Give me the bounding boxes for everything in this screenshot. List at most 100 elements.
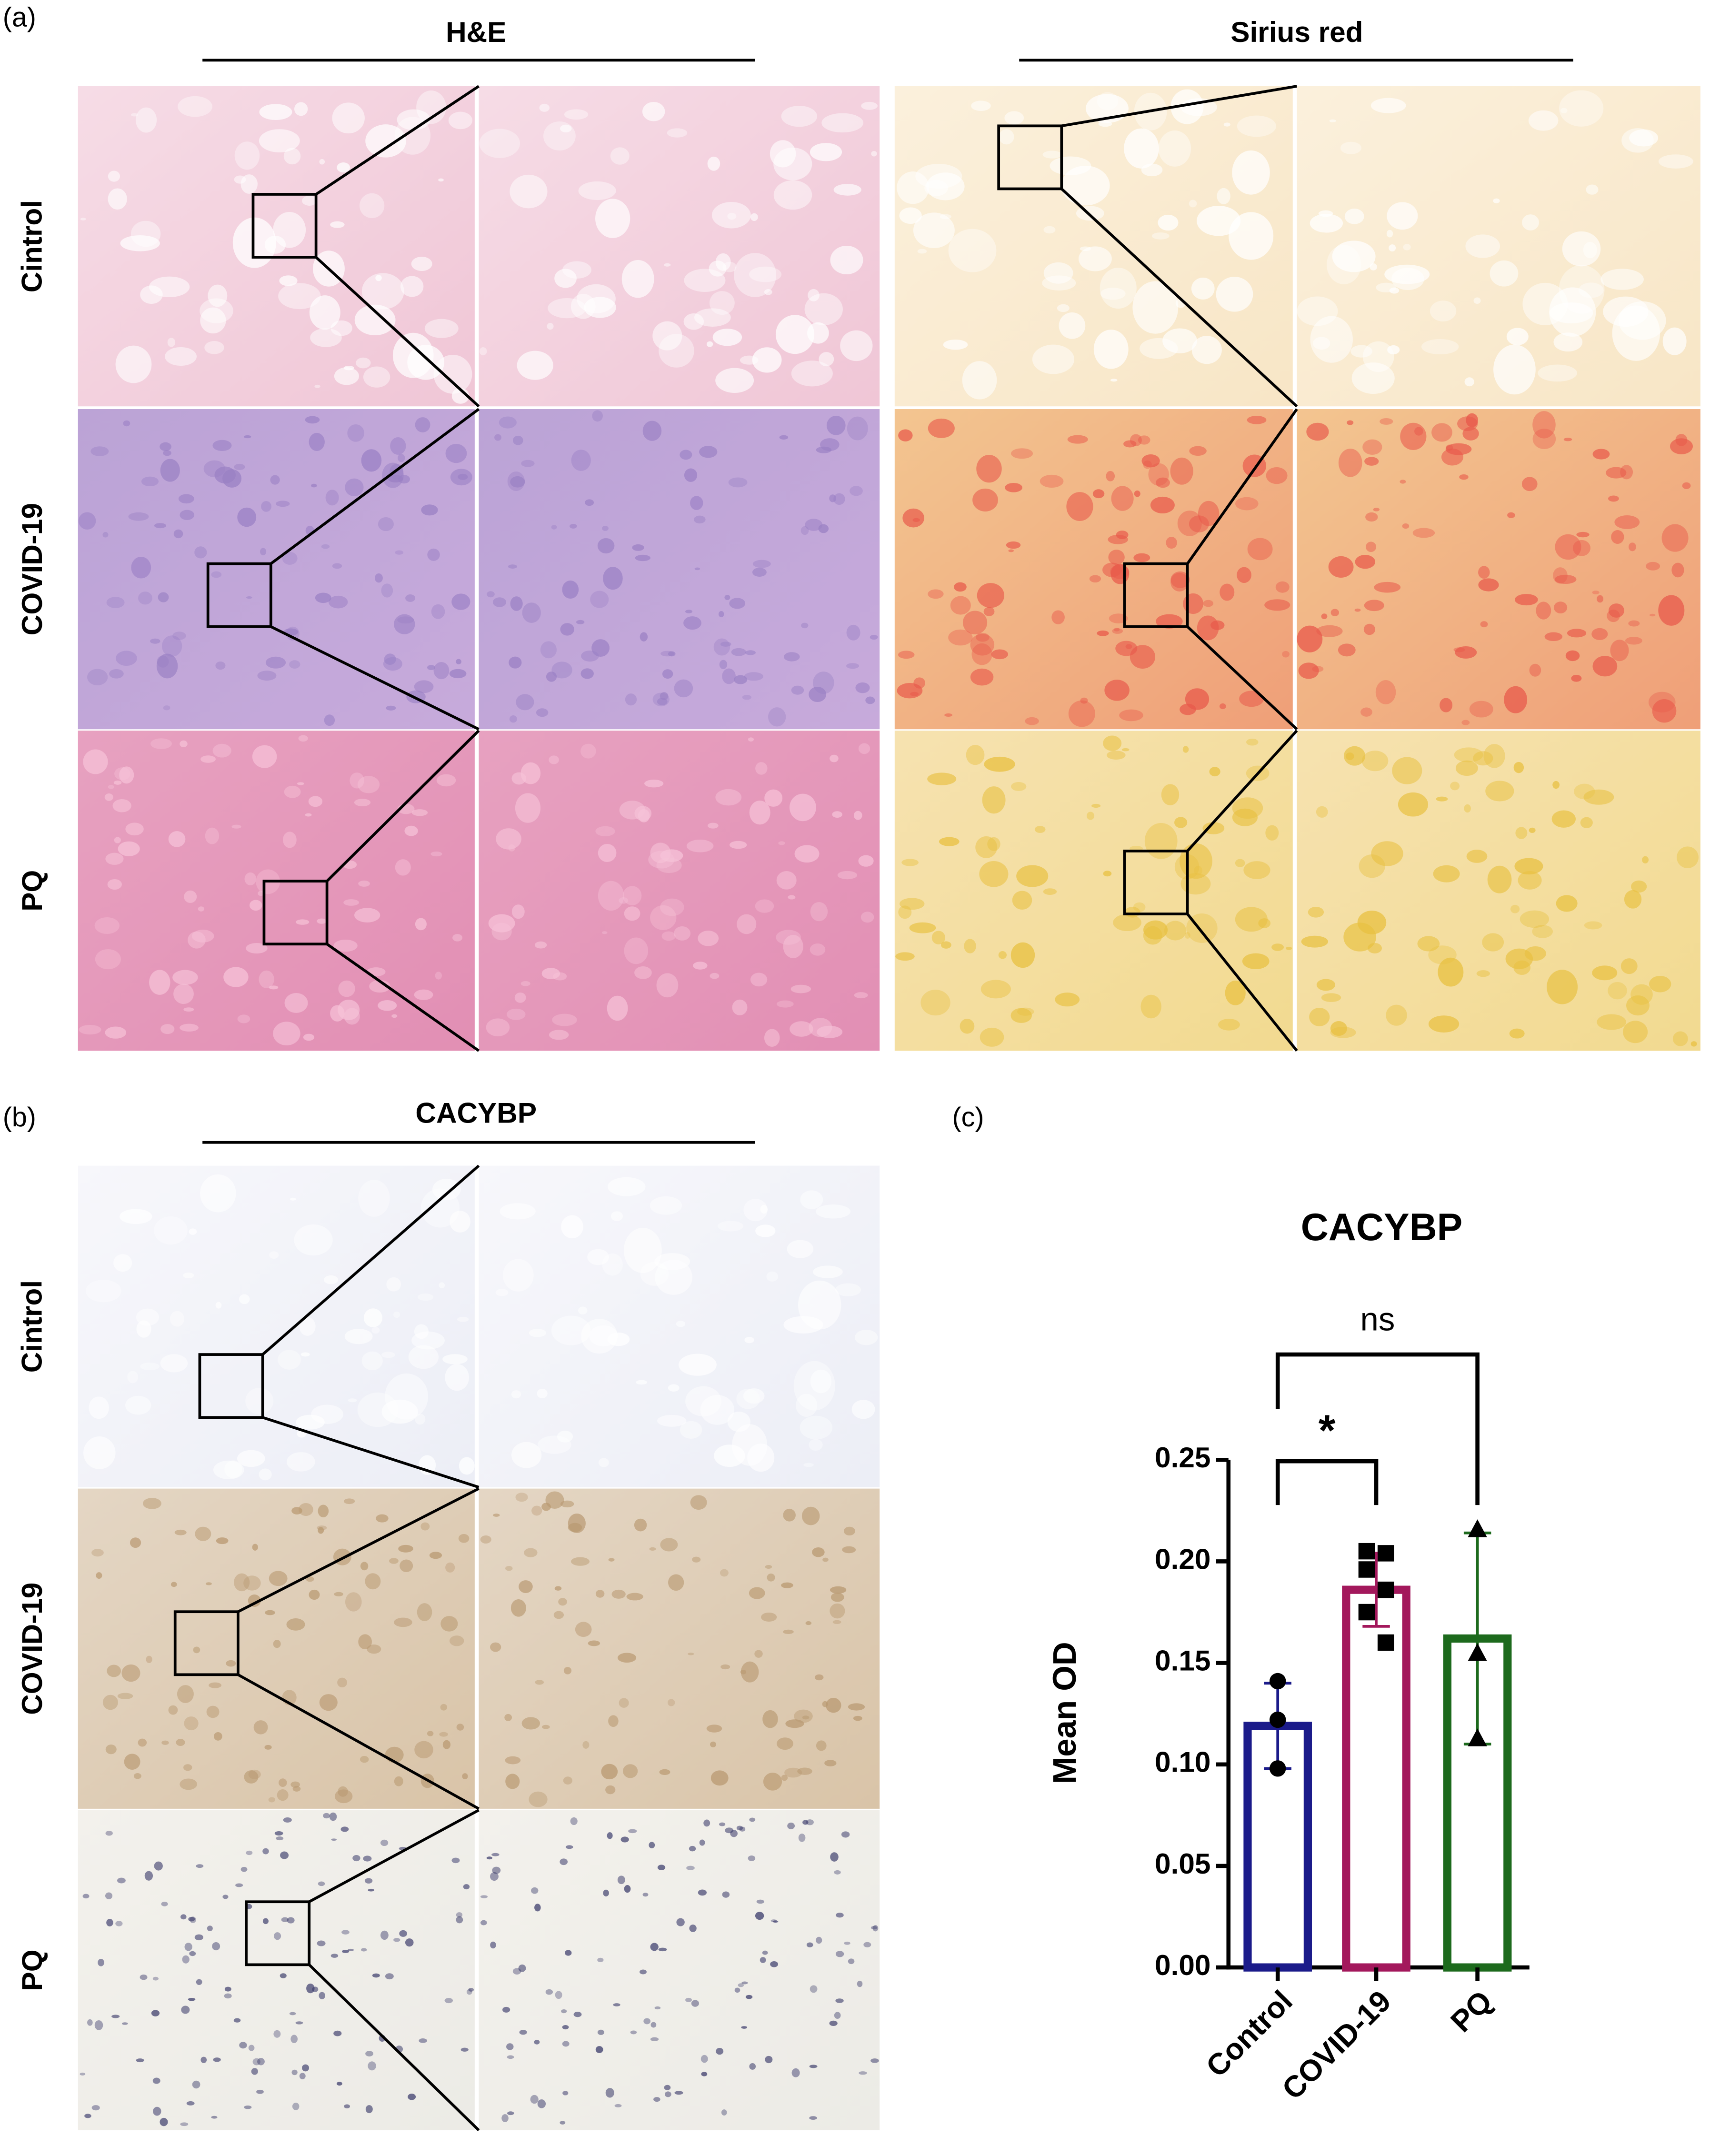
tissue-texture — [128, 512, 149, 521]
tissue-texture — [492, 1866, 501, 1874]
tissue-texture — [810, 1985, 818, 1993]
tissue-texture — [365, 2105, 373, 2114]
tissue-texture — [909, 922, 936, 933]
tissue-texture — [381, 583, 393, 598]
tissue-texture — [273, 2030, 281, 2038]
tissue-texture — [790, 1021, 813, 1037]
tissue-texture — [848, 1703, 865, 1711]
tissue-texture — [1055, 993, 1080, 1007]
tissue-texture — [1091, 803, 1101, 808]
tissue-texture — [1034, 826, 1046, 833]
zoom-line — [1186, 408, 1298, 565]
tissue-texture — [1076, 206, 1104, 221]
tissue-texture — [601, 1764, 618, 1780]
tissue-texture — [871, 151, 877, 157]
tissue-texture — [357, 776, 380, 793]
tissue-texture — [487, 591, 495, 598]
tissue-texture — [102, 532, 109, 538]
tissue-texture — [1455, 760, 1478, 776]
row-label: COVID-19 — [16, 503, 48, 635]
tissue-texture — [1209, 767, 1220, 777]
tissue-texture — [1338, 449, 1362, 477]
tissue-texture — [449, 1635, 464, 1646]
tissue-texture — [737, 914, 757, 934]
tissue-texture — [108, 784, 115, 789]
tissue-texture — [787, 1240, 814, 1258]
tissue-texture — [173, 529, 183, 539]
tissue-texture — [163, 450, 171, 456]
tissue-texture — [635, 554, 650, 562]
tissue-texture — [779, 435, 789, 440]
tissue-texture — [595, 826, 615, 837]
bar — [1342, 1585, 1410, 1972]
tissue-texture — [745, 1995, 753, 1999]
tissue-texture — [813, 672, 834, 694]
tissue-texture — [510, 1599, 526, 1617]
tissue-texture — [234, 141, 260, 170]
tissue-texture — [206, 1705, 220, 1718]
tissue-texture — [194, 1934, 203, 1941]
tissue-texture — [519, 2030, 527, 2035]
tissue-texture — [291, 2069, 298, 2076]
tissue-texture — [622, 886, 642, 905]
tissue-texture — [439, 1732, 448, 1737]
tissue-texture — [770, 140, 796, 168]
tissue-texture — [303, 1033, 315, 1041]
tissue-texture — [898, 429, 913, 441]
tissue-texture — [1642, 856, 1649, 864]
tissue-texture — [560, 124, 572, 133]
tissue-texture — [224, 1986, 231, 1992]
tissue-texture — [167, 338, 176, 347]
tissue-texture — [1417, 936, 1440, 952]
tissue-texture — [776, 871, 797, 890]
tissue-texture — [588, 1640, 600, 1646]
tissue-texture — [180, 1914, 187, 1920]
tissue-texture — [975, 836, 998, 858]
tissue-texture — [1625, 637, 1642, 645]
tissue-texture — [445, 444, 467, 463]
tissue-texture — [940, 214, 951, 220]
tissue-texture — [1109, 613, 1128, 623]
tissue-texture — [408, 1345, 439, 1369]
tissue-texture — [262, 1918, 269, 1925]
tissue-texture — [1671, 562, 1684, 578]
tissue-texture — [531, 1505, 542, 1516]
tissue-texture — [200, 307, 226, 334]
tissue-texture — [798, 1834, 806, 1842]
tissue-texture — [411, 809, 428, 816]
tissue-texture — [331, 1838, 337, 1841]
tissue-texture — [153, 2106, 161, 2116]
tissue-texture — [172, 970, 198, 985]
tissue-texture — [755, 1912, 764, 1920]
tissue-texture — [1174, 817, 1188, 828]
tissue-texture — [1350, 345, 1373, 358]
tissue-texture — [213, 2057, 221, 2062]
tissue-texture — [536, 708, 549, 717]
zoom-box — [245, 1900, 311, 1966]
tissue-texture — [364, 1878, 373, 1884]
tissue-texture — [507, 471, 525, 491]
tissue-texture — [287, 1917, 295, 1924]
tissue-texture — [948, 229, 997, 272]
tissue-texture — [644, 779, 664, 788]
tissue-texture — [1547, 970, 1578, 1004]
tissue-texture — [354, 908, 380, 923]
tissue-texture — [136, 1320, 151, 1338]
tissue-texture — [1364, 457, 1379, 466]
tissue-texture — [318, 1504, 329, 1517]
tissue-texture — [1119, 709, 1143, 722]
tissue-texture — [115, 345, 152, 383]
tissue-texture — [1177, 511, 1202, 536]
tissue-texture — [1012, 891, 1032, 910]
tissue-texture — [772, 1920, 779, 1923]
tissue-texture — [284, 785, 301, 798]
tissue-texture — [802, 1715, 810, 1720]
tissue-texture — [649, 1842, 655, 1849]
tissue-texture — [684, 269, 726, 292]
data-point — [1358, 1604, 1375, 1621]
tissue-texture — [177, 1685, 194, 1703]
tissue-texture — [261, 501, 272, 512]
tissue-texture — [1344, 209, 1364, 224]
tissue-texture — [749, 2063, 756, 2070]
tissue-texture — [463, 1884, 470, 1890]
